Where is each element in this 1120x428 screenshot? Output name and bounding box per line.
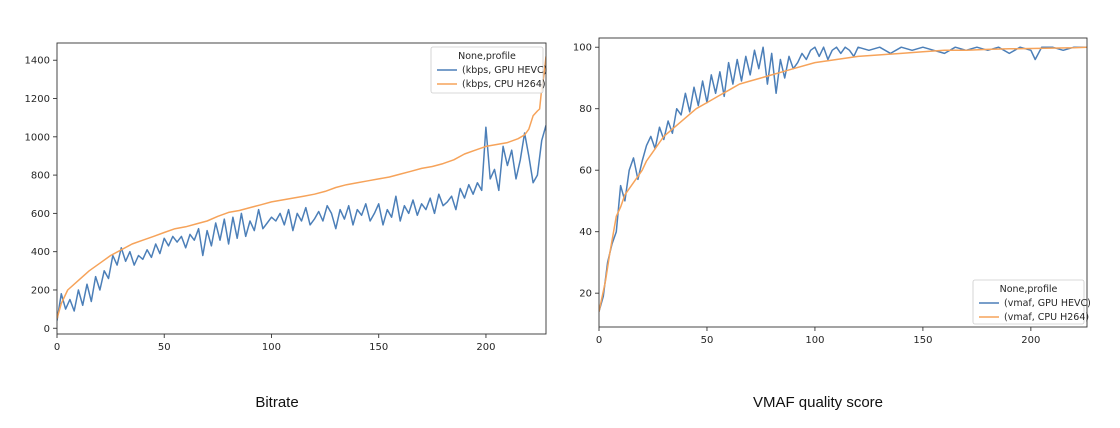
y-tick-label: 800 [31,171,50,182]
legend-box [430,46,544,94]
plot-frame [56,42,547,335]
legend-box [972,279,1085,325]
y-tick-label: 20 [579,289,592,300]
legend-label: (kbps, GPU HEVC) [462,65,547,76]
caption-vmaf: VMAF quality score [752,394,884,411]
caption-bitrate: Bitrate [255,394,299,411]
x-tick-label: 0 [54,342,60,353]
plot-frame [598,37,1088,328]
series-line-cpu-h264 [57,56,546,319]
chart-bitrate: 0 50 100 150 200 0 200 400 600 800 1000 1200 1400 Non… [25,42,547,353]
y-tick-label: 1200 [25,94,50,105]
x-tick-label: 150 [913,335,932,346]
legend-title: None,profile [1000,284,1058,295]
y-tick-label: 200 [31,285,50,296]
chart-vmaf: 0 50 100 150 200 20 40 60 80 100 None,profile (vmaf… [573,37,1091,346]
y-tick-label: 60 [579,166,592,177]
x-tick-label: 50 [158,342,171,353]
legend: None,profile (vmaf, GPU HEVC) (vmaf, CPU H… [972,279,1091,325]
x-tick-label: 100 [262,342,281,353]
x-tick-label: 0 [596,335,602,346]
series-line-gpu-hevc [57,125,546,321]
y-tick-label: 1000 [25,132,50,143]
legend: None,profile (kbps, GPU HEVC) (kbps, CPU H… [430,46,547,94]
y-tick-label: 1400 [25,56,50,67]
x-tick-label: 50 [701,335,714,346]
y-tick-label: 100 [573,43,592,54]
y-tick-label: 40 [579,227,592,238]
legend-label: (vmaf, GPU HEVC) [1004,298,1091,309]
y-tick-label: 80 [579,104,592,115]
y-tick-label: 400 [31,247,50,258]
x-tick-label: 200 [476,342,495,353]
series-line-cpu-h264 [599,46,1087,312]
legend-label: (vmaf, CPU H264) [1004,312,1089,323]
x-tick-label: 150 [369,342,388,353]
series-line-gpu-hevc [599,46,1087,312]
y-tick-label: 600 [31,209,50,220]
legend-label: (kbps, CPU H264) [462,79,546,90]
legend-title: None,profile [458,51,516,62]
x-tick-label: 100 [805,335,824,346]
x-tick-label: 200 [1021,335,1040,346]
y-tick-label: 0 [44,324,50,335]
